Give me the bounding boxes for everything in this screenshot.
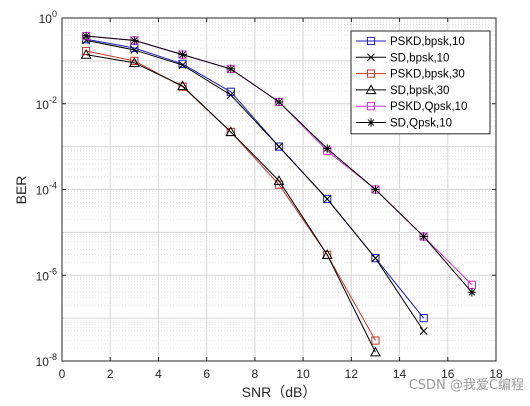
legend-label: SD,bpsk,30 [390,85,449,97]
legend-entry: SD,bpsk,10 [356,52,449,64]
legend: PSKD,bpsk,10 SD,bpsk,10 PSKD,bpsk,30 SD,bps… [350,30,491,135]
legend-label: SD,bpsk,10 [390,52,449,64]
x-marker [367,53,375,62]
x-tick-label: 8 [252,367,259,381]
x-tick-label: 0 [59,367,66,381]
triangle-marker [128,57,140,68]
square-marker [178,82,187,91]
y-axis-label: BER [13,176,29,205]
series-line [86,54,376,353]
square-marker [366,36,376,46]
y-tick-label: 100 [39,9,57,26]
star-marker [130,36,139,45]
x-tick-label: 12 [345,367,359,381]
watermark-text: CSDN @我爱C编程 [409,378,524,393]
star-marker [419,232,428,241]
square-marker [419,314,428,323]
x-marker [323,195,332,203]
triangle-marker [273,175,285,185]
x-tick-label: 6 [203,367,210,381]
y-tick-label: 10-6 [36,266,57,283]
triangle-marker [321,249,333,259]
series-SD,bpsk,10 [82,36,428,335]
star-marker [81,31,91,41]
series-SD,bpsk,30 [80,48,381,357]
x-axis-label: SNR（dB） [242,384,317,400]
x-tick-label: 4 [155,367,162,381]
square-marker [371,254,380,263]
x-tick-label: 10 [296,367,310,381]
star-marker [467,288,477,297]
square-marker [323,194,332,204]
triangle-marker [80,48,92,59]
star-marker [371,185,380,194]
legend-box [350,30,491,135]
x-tick-label: 18 [489,367,503,381]
legend-label: PSKD,bpsk,30 [390,69,465,81]
series-layer [80,31,477,357]
triangle-marker [369,346,381,357]
x-marker [178,61,187,69]
star-marker [178,50,187,59]
y-tick-label: 10-8 [36,352,57,369]
x-tick-label: 16 [441,367,455,381]
legend-entry: PSKD,bpsk,30 [356,69,465,81]
y-tick-label: 10-2 [36,95,57,112]
x-marker [371,254,380,263]
legend-label: SD,Qpsk,10 [390,118,452,130]
square-marker [371,336,380,345]
legend-entry: SD,bpsk,30 [356,84,449,97]
triangle-marker [225,126,237,137]
triangle-marker [177,80,189,91]
triangle-marker [365,84,377,95]
x-tick-label: 14 [393,367,407,381]
y-tick-label: 10-4 [36,181,57,198]
x-marker [275,142,283,151]
series-SD,Qpsk,10 [81,31,477,297]
x-tick-label: 2 [107,367,114,381]
square-marker [366,102,376,111]
legend-entry: SD,Qpsk,10 [356,118,452,130]
legend-entry: PSKD,bpsk,10 [356,36,465,48]
legend-entry: PSKD,Qpsk,10 [356,101,467,113]
star-marker [366,118,376,127]
star-marker [226,64,235,74]
square-marker [274,142,284,151]
legend-label: PSKD,Qpsk,10 [390,101,467,113]
star-marker [274,97,284,107]
series-line [86,39,425,332]
x-marker [419,327,428,335]
x-marker [130,45,139,54]
square-marker [366,69,376,78]
star-marker [323,144,332,153]
x-marker [226,91,235,99]
legend-label: PSKD,bpsk,10 [390,36,465,48]
axis-ticks: 0 2 4 6 8 10 12 14 16 18 100 10-2 10-4 10-6 10-8 [36,9,503,381]
square-marker [82,46,91,56]
